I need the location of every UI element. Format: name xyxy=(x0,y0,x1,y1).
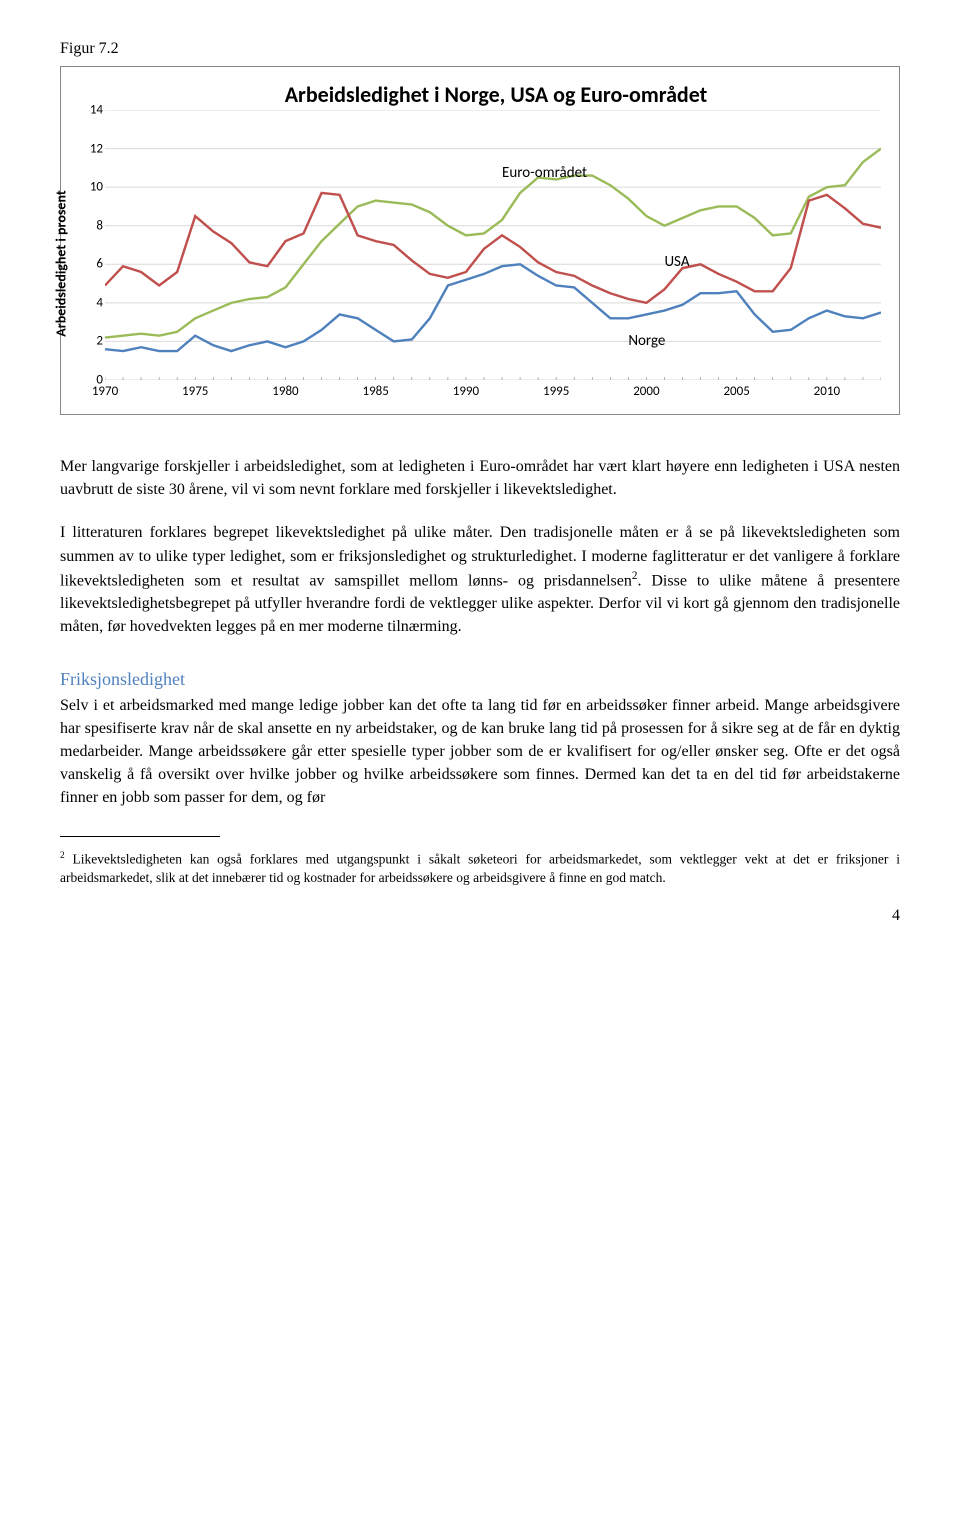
paragraph-2: I litteraturen forklares begrepet likeve… xyxy=(60,521,900,638)
x-tick-label: 1995 xyxy=(543,384,569,399)
series-label-usa: USA xyxy=(664,253,689,271)
x-tick-label: 2005 xyxy=(723,384,749,399)
x-tick-label: 1980 xyxy=(272,384,298,399)
y-tick-label: 4 xyxy=(85,295,103,310)
footnote-separator xyxy=(60,836,220,837)
x-tick-label: 1970 xyxy=(92,384,118,399)
series-label-norge: Norge xyxy=(628,332,665,350)
y-tick-label: 6 xyxy=(85,257,103,272)
section-heading-friksjonsledighet: Friksjonsledighet xyxy=(60,669,900,690)
y-axis-label: Arbeidsledighet i prosent xyxy=(53,190,70,336)
x-tick-label: 2010 xyxy=(814,384,840,399)
series-label-euro-omr-det: Euro-området xyxy=(502,164,587,182)
figure-label: Figur 7.2 xyxy=(60,40,900,58)
x-tick-label: 1990 xyxy=(453,384,479,399)
y-tick-label: 8 xyxy=(85,218,103,233)
y-tick-label: 10 xyxy=(85,180,103,195)
x-tick-label: 1975 xyxy=(182,384,208,399)
x-tick-label: 1985 xyxy=(363,384,389,399)
y-tick-label: 2 xyxy=(85,334,103,349)
x-tick-label: 2000 xyxy=(633,384,659,399)
y-tick-label: 14 xyxy=(85,103,103,118)
unemployment-chart: Arbeidsledighet i Norge, USA og Euro-omr… xyxy=(60,66,900,415)
footnote-text: 2 Likevektsledigheten kan også forklares… xyxy=(60,850,900,887)
chart-plot-area: Arbeidsledighet i prosent 02468101214 19… xyxy=(71,110,881,400)
y-tick-label: 12 xyxy=(85,141,103,156)
paragraph-3: Selv i et arbeidsmarked med mange ledige… xyxy=(60,694,900,810)
paragraph-1: Mer langvarige forskjeller i arbeidsledi… xyxy=(60,455,900,501)
page-number: 4 xyxy=(60,907,900,925)
chart-title: Arbeidsledighet i Norge, USA og Euro-omr… xyxy=(111,81,881,108)
